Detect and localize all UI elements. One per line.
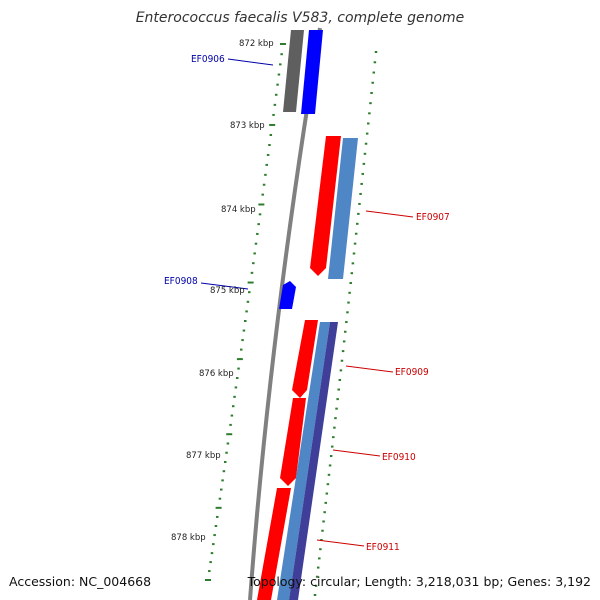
tick-label-873: 873 kbp <box>230 121 265 131</box>
gene-ef0908-leader <box>200 282 249 290</box>
gene-label-ef0911[interactable]: EF0911 <box>366 542 400 553</box>
accession-label: Accession: NC_004668 <box>9 574 151 589</box>
gene-label-ef0908[interactable]: EF0908 <box>164 276 198 287</box>
tick-label-874: 874 kbp <box>221 205 256 215</box>
tick-label-877: 877 kbp <box>186 451 221 461</box>
gene-ef0910-leader <box>332 449 381 457</box>
gene-ef0909-ef0911-gene-block[interactable] <box>277 322 330 600</box>
gene-features <box>257 30 358 600</box>
gene-ef0906-leader <box>227 58 274 66</box>
kbp-tick-labels: 872 kbp 873 kbp 874 kbp 875 kbp 876 kbp … <box>171 39 274 543</box>
tick-rings <box>205 43 378 596</box>
gene-ef0909-cds-block[interactable] <box>292 320 318 398</box>
gene-labels: EF0906 EF0907 EF0908 EF0909 EF0910 EF091… <box>164 54 450 553</box>
gene-ef0911-leader <box>316 539 365 547</box>
gene-label-leaders <box>200 58 414 547</box>
gene-label-ef0906[interactable]: EF0906 <box>191 54 225 65</box>
gene-ef0911-cds-block[interactable] <box>257 488 291 600</box>
gene-ef0909-leader <box>345 365 394 373</box>
gene-label-ef0910[interactable]: EF0910 <box>382 452 416 463</box>
genome-summary-label: Topology: circular; Length: 3,218,031 bp… <box>247 574 591 589</box>
tick-label-876: 876 kbp <box>199 369 234 379</box>
gene-ef0906-gene-block[interactable] <box>283 30 304 112</box>
tick-label-875: 875 kbp <box>210 286 245 296</box>
gene-label-ef0909[interactable]: EF0909 <box>395 367 429 378</box>
gene-ef0908-cds-block[interactable] <box>279 281 296 309</box>
tick-label-872: 872 kbp <box>239 39 274 49</box>
tick-label-878: 878 kbp <box>171 533 206 543</box>
gene-ef0907-cds-block[interactable] <box>310 136 341 276</box>
gene-label-ef0907[interactable]: EF0907 <box>416 212 450 223</box>
gene-ef0910-cds-block[interactable] <box>280 398 306 486</box>
gene-ef0909-ef0911-operon-block[interactable] <box>289 322 338 600</box>
map-title: Enterococcus faecalis V583, complete gen… <box>136 10 465 26</box>
gene-ef0906-cds-block[interactable] <box>301 30 323 114</box>
gene-ef0907-leader <box>365 210 414 218</box>
gene-ef0907-gene-block[interactable] <box>328 138 358 279</box>
